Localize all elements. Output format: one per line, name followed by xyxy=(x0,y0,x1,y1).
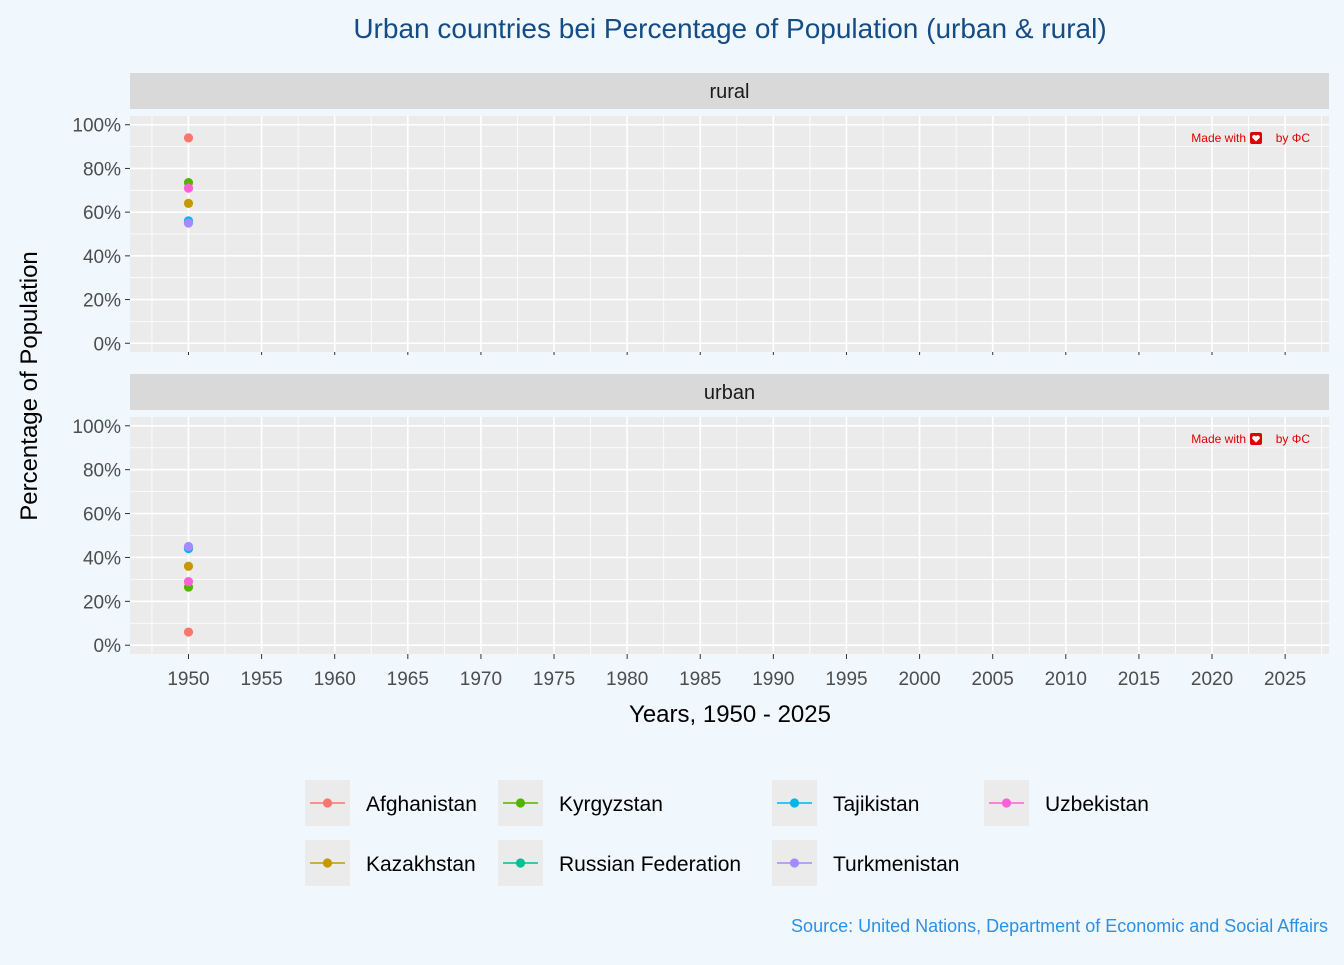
caption: Source: United Nations, Department of Ec… xyxy=(791,916,1328,936)
legend-key-point xyxy=(322,798,333,808)
y-tick-label: 40% xyxy=(83,548,121,569)
y-tick-label: 0% xyxy=(94,334,122,355)
x-tick-label: 1965 xyxy=(387,669,429,690)
x-tick-label: 2020 xyxy=(1191,669,1233,690)
data-point-turkmenistan xyxy=(183,541,194,552)
data-point-kazakhstan xyxy=(183,198,194,209)
x-tick-label: 1960 xyxy=(314,669,356,690)
y-tick-label: 20% xyxy=(83,592,121,613)
data-point-afghanistan xyxy=(183,627,194,637)
facet-strip-label: urban xyxy=(704,382,755,404)
y-tick-label: 0% xyxy=(94,636,122,657)
panel-rural: rural 0% 20% 40% 60% 80% 100% by ΦC Made with xyxy=(72,73,1329,355)
legend-label: Afghanistan xyxy=(366,793,477,816)
x-tick-label: 1970 xyxy=(460,669,502,690)
legend-key-point xyxy=(322,858,333,868)
watermark-prefix: Made with xyxy=(1191,432,1246,446)
legend-label: Kyrgyzstan xyxy=(559,793,663,816)
y-tick-label: 80% xyxy=(83,159,121,180)
x-axis-label: Years, 1950 - 2025 xyxy=(629,701,831,728)
data-point-afghanistan xyxy=(183,133,194,143)
x-tick-label: 1975 xyxy=(533,669,575,690)
legend-item-afghanistan: Afghanistan xyxy=(305,780,477,826)
x-tick-label: 1980 xyxy=(606,669,648,690)
legend-label: Russian Federation xyxy=(559,853,741,876)
heart-icon-glyph xyxy=(1252,134,1260,142)
x-tick-label: 1995 xyxy=(825,669,867,690)
data-point-kazakhstan xyxy=(183,561,194,571)
data-point-uzbekistan xyxy=(183,576,194,587)
legend-label: Turkmenistan xyxy=(833,853,959,876)
x-tick-label: 2025 xyxy=(1264,669,1306,690)
y-tick-label: 60% xyxy=(83,505,121,526)
facet-strip-label: rural xyxy=(709,81,749,103)
legend-item-russian-federation: Russian Federation xyxy=(498,840,741,886)
watermark-prefix: Made with xyxy=(1191,131,1246,145)
chart-title: Urban countries bei Percentage of Popula… xyxy=(353,13,1106,44)
x-tick-label: 1955 xyxy=(240,669,282,690)
y-tick-label: 80% xyxy=(83,461,121,482)
panel-urban: urban 0% 20% 40% 60% 80% 100% 1950 1955 1960 1965 1… xyxy=(72,374,1329,690)
y-tick-label: 20% xyxy=(83,291,121,312)
x-tick-label: 1985 xyxy=(679,669,721,690)
y-tick-label: 100% xyxy=(72,116,121,137)
legend-label: Tajikistan xyxy=(833,793,919,816)
watermark: by ΦC Made with xyxy=(1191,432,1310,446)
y-tick-label: 100% xyxy=(72,417,121,438)
legend-key-point xyxy=(789,858,800,868)
watermark-suffix: by ΦC xyxy=(1276,131,1311,145)
y-axis-label: Percentage of Population xyxy=(16,251,43,521)
legend-item-uzbekistan: Uzbekistan xyxy=(984,780,1149,826)
legend-item-tajikistan: Tajikistan xyxy=(772,780,919,826)
legend-item-kyrgyzstan: Kyrgyzstan xyxy=(498,780,663,826)
data-point-uzbekistan xyxy=(183,183,194,193)
facet-strip xyxy=(130,73,1329,109)
x-tick-label: 1950 xyxy=(167,669,209,690)
legend-label: Uzbekistan xyxy=(1045,793,1149,816)
x-tick-label: 2010 xyxy=(1045,669,1087,690)
legend-key-point xyxy=(515,858,526,868)
x-tick-label: 2000 xyxy=(898,669,940,690)
legend-key-point xyxy=(1001,798,1012,808)
legend-key-point xyxy=(515,798,526,808)
y-tick-label: 40% xyxy=(83,247,121,268)
facet-strip xyxy=(130,374,1329,410)
watermark: by ΦC Made with xyxy=(1191,131,1310,145)
watermark-suffix: by ΦC xyxy=(1276,432,1311,446)
heart-icon-glyph xyxy=(1252,435,1260,443)
x-tick-label: 1990 xyxy=(752,669,794,690)
x-tick-label: 2015 xyxy=(1118,669,1160,690)
legend-item-turkmenistan: Turkmenistan xyxy=(772,840,959,886)
data-point-turkmenistan xyxy=(183,218,194,228)
legend: Afghanistan Kazakhstan Kyrgyzstan Russian F… xyxy=(305,780,1149,886)
legend-key-point xyxy=(789,798,800,808)
legend-label: Kazakhstan xyxy=(366,853,476,876)
x-tick-label: 2005 xyxy=(972,669,1014,690)
y-tick-label: 60% xyxy=(83,203,121,224)
legend-item-kazakhstan: Kazakhstan xyxy=(305,840,476,886)
